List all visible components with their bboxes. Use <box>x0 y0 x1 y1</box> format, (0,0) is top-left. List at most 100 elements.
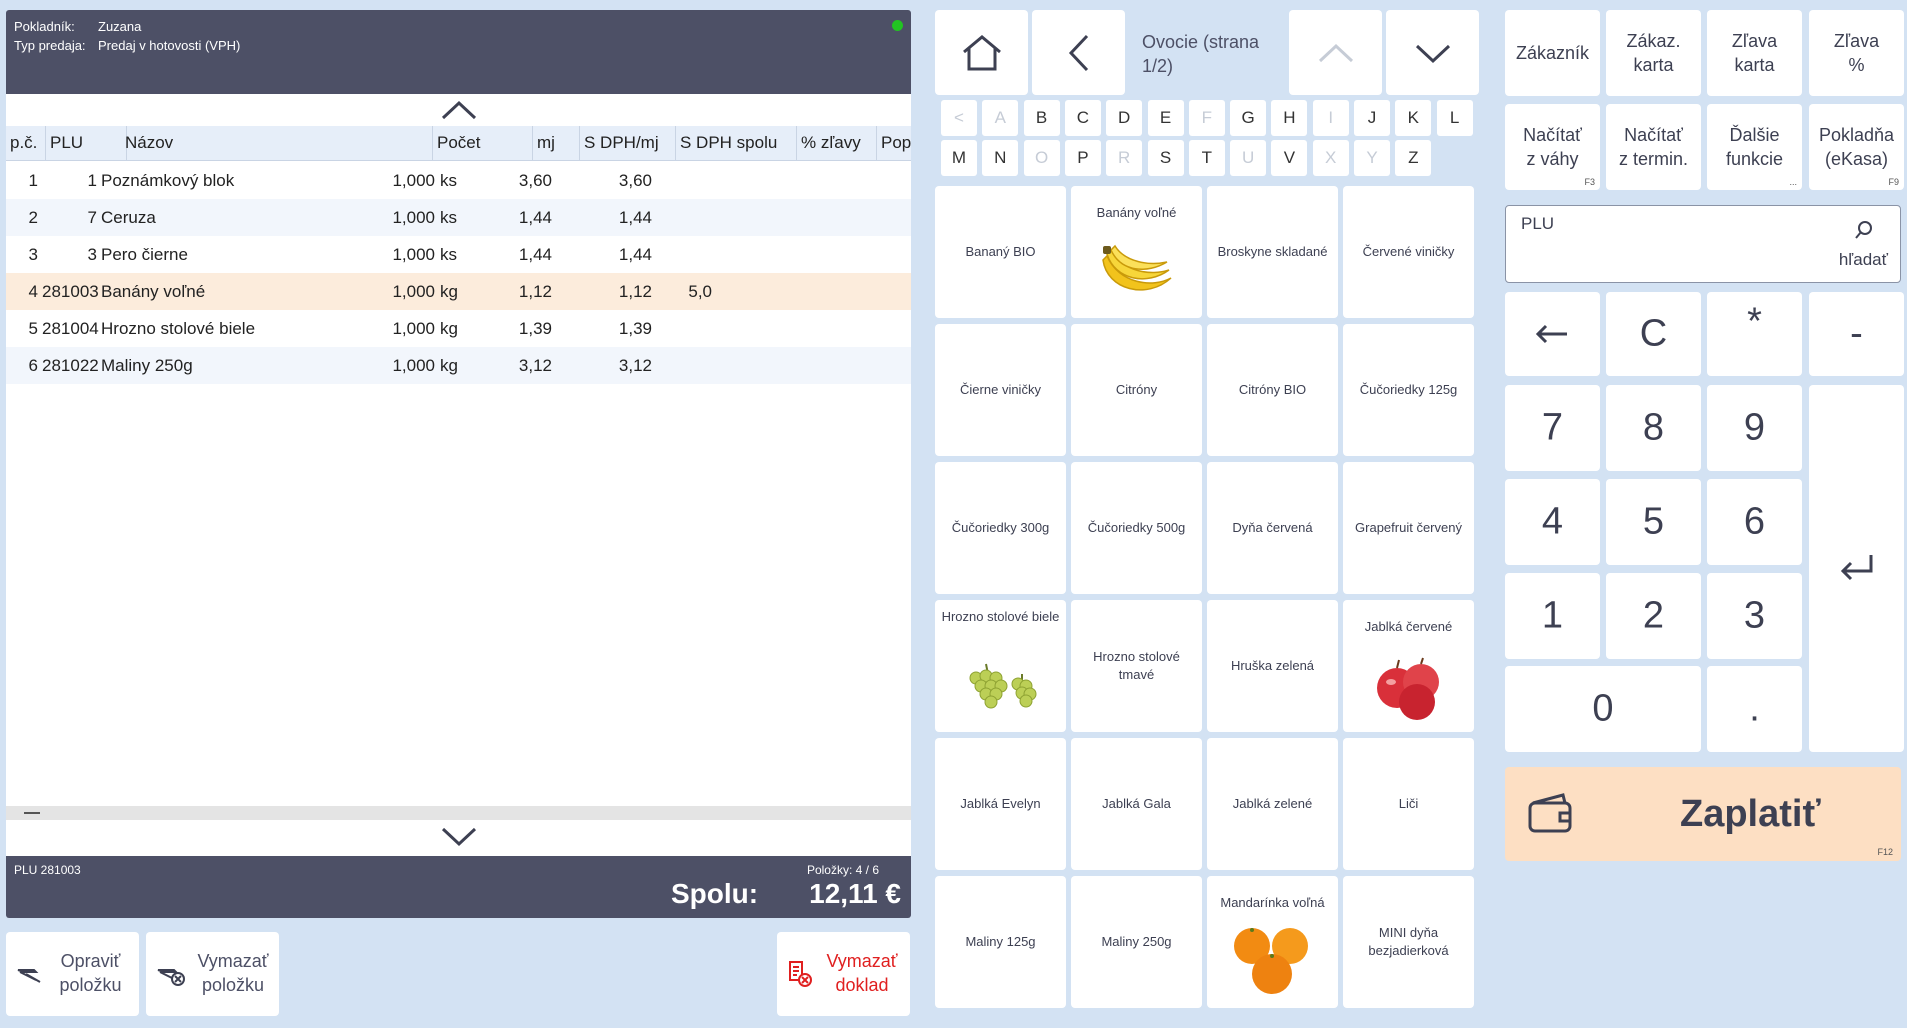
function-button-nacitat-z-vahy[interactable]: Načítať z váhy F3 <box>1505 104 1600 190</box>
col-header-number[interactable]: p.č. <box>6 126 46 160</box>
digit-7-key[interactable]: 7 <box>1505 385 1600 471</box>
page-down-button[interactable] <box>1386 10 1479 95</box>
clear-key[interactable]: C <box>1606 292 1701 376</box>
col-header-unit-price[interactable]: S DPH/mj <box>580 126 676 160</box>
product-tile-grapefruit-cerveny[interactable]: Grapefruit červený <box>1343 462 1474 594</box>
back-button[interactable] <box>1032 10 1125 95</box>
digit-4-key[interactable]: 4 <box>1505 479 1600 565</box>
plu-search-field[interactable]: PLU hľadať <box>1505 205 1901 283</box>
product-tile-citrony[interactable]: Citróny <box>1071 324 1202 456</box>
product-tile-banany-volne[interactable]: Banány voľné <box>1071 186 1202 318</box>
banana-icon <box>1101 244 1172 291</box>
col-header-plu[interactable]: PLU <box>46 126 127 160</box>
letter-filter-e[interactable]: E <box>1147 100 1184 136</box>
col-header-name[interactable]: Názov <box>121 126 433 160</box>
page-up-button[interactable] <box>1289 10 1382 95</box>
scroll-up-button[interactable] <box>439 98 479 127</box>
product-tile-jablka-gala[interactable]: Jablká Gala <box>1071 738 1202 870</box>
enter-key[interactable] <box>1809 385 1904 752</box>
product-tile-jablka-evelyn[interactable]: Jablká Evelyn <box>935 738 1066 870</box>
letter-filter-x: X <box>1312 140 1349 176</box>
search-icon[interactable] <box>1854 220 1874 240</box>
table-row[interactable]: 2 7 Ceruza 1,000 ks 1,44 1,44 <box>6 199 911 236</box>
product-tile-banany-bio[interactable]: Bananý BIO <box>935 186 1066 318</box>
product-tile-hruska-zelena[interactable]: Hruška zelená <box>1207 600 1338 732</box>
search-label[interactable]: hľadať <box>1838 250 1888 269</box>
product-tile-cierne-vinicky[interactable]: Čierne viničky <box>935 324 1066 456</box>
digit-1-key[interactable]: 1 <box>1505 573 1600 659</box>
letter-filter-b[interactable]: B <box>1023 100 1060 136</box>
letter-filter-d[interactable]: D <box>1106 100 1143 136</box>
product-tile-citrony-bio[interactable]: Citróny BIO <box>1207 324 1338 456</box>
function-button-zakaznik[interactable]: Zákazník <box>1505 10 1600 96</box>
product-tile-dyna-cervena[interactable]: Dyňa červená <box>1207 462 1338 594</box>
col-header-total[interactable]: S DPH spolu <box>676 126 797 160</box>
product-tile-cervene-vinicky[interactable]: Červené viničky <box>1343 186 1474 318</box>
scrollbar-thumb[interactable] <box>24 812 40 814</box>
function-button-pokladna-ekasa[interactable]: Pokladňa (eKasa) F9 <box>1809 104 1904 190</box>
table-row[interactable]: 3 3 Pero čierne 1,000 ks 1,44 1,44 <box>6 236 911 273</box>
scroll-down-button[interactable] <box>439 824 479 853</box>
product-tile-jablka-zelene[interactable]: Jablká zelené <box>1207 738 1338 870</box>
pay-button[interactable]: Zaplatiť F12 <box>1505 767 1901 861</box>
letter-filter-l[interactable]: L <box>1436 100 1473 136</box>
letter-filter-t[interactable]: T <box>1188 140 1225 176</box>
cell-unit-price: 3,60 <box>518 171 552 190</box>
product-tile-cucoriedky-300g[interactable]: Čučoriedky 300g <box>935 462 1066 594</box>
function-button-dalsie-funkcie[interactable]: Ďalšie funkcie... <box>1707 104 1802 190</box>
product-tile-jablka-cervene[interactable]: Jablká červené <box>1343 600 1474 732</box>
product-tile-hrozno-stolove-tmave[interactable]: Hrozno stolové tmavé <box>1071 600 1202 732</box>
home-button[interactable] <box>935 10 1028 95</box>
digit-3-label: 3 <box>1743 594 1766 637</box>
function-button-zlava-karta[interactable]: Zľava karta <box>1707 10 1802 96</box>
digit-2-key[interactable]: 2 <box>1606 573 1701 659</box>
function-button-zlava[interactable]: Zľava% <box>1809 10 1904 96</box>
product-tile-lici[interactable]: Liči <box>1343 738 1474 870</box>
letter-filter-s[interactable]: S <box>1147 140 1184 176</box>
letter-filter-h[interactable]: H <box>1271 100 1308 136</box>
col-header-unit[interactable]: mj <box>533 126 580 160</box>
table-row[interactable]: 1 1 Poznámkový blok 1,000 ks 3,60 3,60 <box>6 162 911 199</box>
letter-filter-n[interactable]: N <box>982 140 1019 176</box>
product-tile-maliny-250g[interactable]: Maliny 250g <box>1071 876 1202 1008</box>
letter-filter-v[interactable]: V <box>1271 140 1308 176</box>
minus-key[interactable]: - <box>1809 292 1904 376</box>
col-header-note[interactable]: Pop <box>881 133 911 152</box>
col-header-qty[interactable]: Počet <box>433 126 533 160</box>
letter-filter-c[interactable]: C <box>1064 100 1101 136</box>
product-tile-maliny-125g[interactable]: Maliny 125g <box>935 876 1066 1008</box>
product-label: Hruška zelená <box>1230 658 1315 673</box>
cell-name: Poznámkový blok <box>101 171 235 190</box>
table-row[interactable]: 5 281004 Hrozno stolové biele 1,000 kg 1,39 1,… <box>6 310 911 347</box>
digit-5-key[interactable]: 5 <box>1606 479 1701 565</box>
decimal-key[interactable]: . <box>1707 666 1802 752</box>
void-receipt-button[interactable]: Vymazať doklad <box>777 932 910 1016</box>
table-row[interactable]: 6 281022 Maliny 250g 1,000 kg 3,12 3,12 <box>6 347 911 384</box>
horizontal-scrollbar[interactable] <box>6 806 911 820</box>
table-row[interactable]: 4 281003 Banány voľné 1,000 kg 1,12 1,12 5,0 <box>6 273 911 310</box>
multiply-key[interactable]: * <box>1707 292 1802 376</box>
letter-filter-p[interactable]: P <box>1064 140 1101 176</box>
digit-0-key[interactable]: 0 <box>1505 666 1701 752</box>
letter-filter-m[interactable]: M <box>941 140 977 176</box>
letter-filter-g[interactable]: G <box>1230 100 1267 136</box>
product-tile-mandarinka-volna[interactable]: Mandarínka voľná <box>1207 876 1338 1008</box>
product-tile-cucoriedky-125g[interactable]: Čučoriedky 125g <box>1343 324 1474 456</box>
product-tile-hrozno-stolove-biele[interactable]: Hrozno stolové biele <box>935 600 1066 732</box>
backspace-key[interactable] <box>1505 292 1600 376</box>
digit-8-key[interactable]: 8 <box>1606 385 1701 471</box>
function-button-nacitat-z-termin[interactable]: Načítať z termin. <box>1606 104 1701 190</box>
digit-9-key[interactable]: 9 <box>1707 385 1802 471</box>
delete-item-button[interactable]: Vymazať položku <box>146 932 279 1016</box>
product-tile-mini-dyna-bezjadierkova[interactable]: MINI dyňa bezjadierková <box>1343 876 1474 1008</box>
edit-item-button[interactable]: Opraviť položku <box>6 932 139 1016</box>
col-header-discount[interactable]: % zľavy <box>797 126 877 160</box>
product-tile-cucoriedky-500g[interactable]: Čučoriedky 500g <box>1071 462 1202 594</box>
letter-filter-j[interactable]: J <box>1354 100 1390 136</box>
digit-6-key[interactable]: 6 <box>1707 479 1802 565</box>
function-button-zakaz-karta[interactable]: Zákaz. karta <box>1606 10 1701 96</box>
letter-filter-z[interactable]: Z <box>1395 140 1432 176</box>
product-tile-broskyne-skladane[interactable]: Broskyne skladané <box>1207 186 1338 318</box>
letter-filter-k[interactable]: K <box>1395 100 1432 136</box>
digit-3-key[interactable]: 3 <box>1707 573 1802 659</box>
